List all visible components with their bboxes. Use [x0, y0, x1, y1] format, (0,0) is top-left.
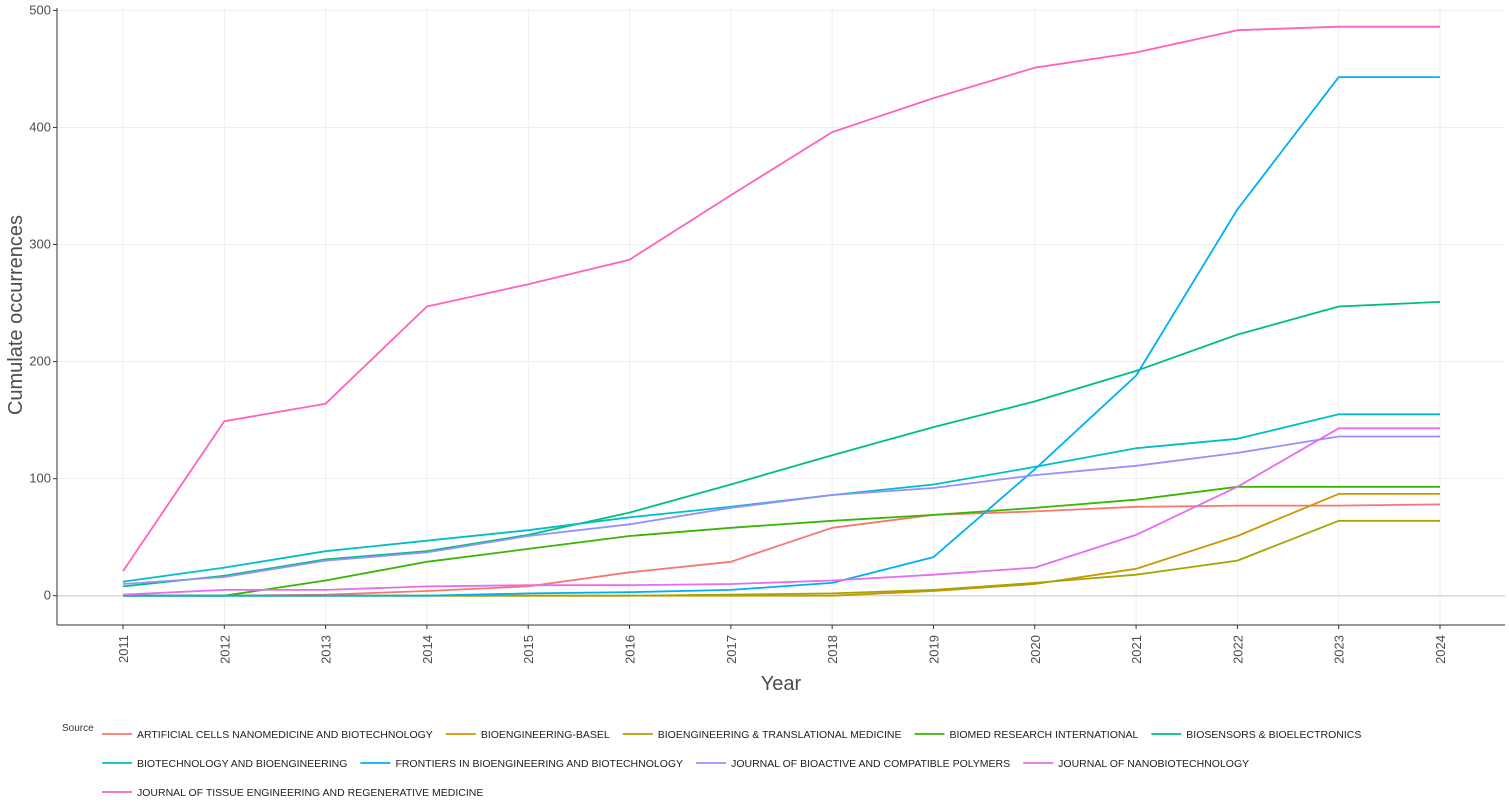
legend-item: BIOTECHNOLOGY AND BIOENGINEERING — [102, 758, 347, 770]
x-tick-label: 2018 — [825, 635, 840, 664]
legend: Source ARTIFICIAL CELLS NANOMEDICINE AND… — [62, 723, 1361, 799]
x-tick-label: 2020 — [1028, 635, 1043, 664]
legend-item: BIOSENSORS & BIOELECTRONICS — [1151, 729, 1361, 741]
x-tick-label: 2017 — [724, 635, 739, 664]
legend-item: BIOMED RESEARCH INTERNATIONAL — [914, 729, 1138, 741]
x-tick-label: 2012 — [217, 635, 232, 664]
legend-item: JOURNAL OF NANOBIOTECHNOLOGY — [1023, 758, 1249, 770]
y-tick-label: 200 — [29, 354, 51, 369]
series-line-6 — [123, 76, 1440, 597]
series-line-3 — [123, 485, 1440, 597]
series-line-2 — [123, 519, 1440, 597]
legend-label: BIOENGINEERING & TRANSLATIONAL MEDICINE — [658, 729, 902, 741]
legend-label: JOURNAL OF BIOACTIVE AND COMPATIBLE POLY… — [731, 758, 1010, 770]
y-tick-label: 100 — [29, 471, 51, 486]
x-tick-label: 2021 — [1129, 635, 1144, 664]
legend-label: JOURNAL OF NANOBIOTECHNOLOGY — [1058, 758, 1249, 770]
series-line-5 — [122, 413, 1440, 583]
x-tick-label: 2016 — [623, 635, 638, 664]
x-tick-label: 2019 — [926, 635, 941, 664]
series-line-0 — [123, 503, 1441, 597]
x-tick-label: 2014 — [420, 635, 435, 664]
legend-label: BIOTECHNOLOGY AND BIOENGINEERING — [137, 758, 347, 770]
series-line-8 — [122, 427, 1440, 596]
legend-item: JOURNAL OF TISSUE ENGINEERING AND REGENE… — [102, 787, 483, 799]
legend-label: ARTIFICIAL CELLS NANOMEDICINE AND BIOTEC… — [137, 729, 433, 741]
y-tick-label: 500 — [29, 2, 51, 17]
y-tick-label: 400 — [29, 119, 51, 134]
y-tick-label: 0 — [44, 588, 51, 603]
series-line-4 — [122, 301, 1441, 588]
x-tick-label: 2022 — [1230, 635, 1245, 664]
series-line-9 — [122, 25, 1440, 572]
axes: 0 100 200 300 400 500 2011 2012 2013 2014 2015 2016… — [29, 2, 1505, 664]
y-tick-label: 300 — [29, 236, 51, 251]
y-axis-title: Cumulate occurrences — [5, 215, 27, 415]
legend-label: BIOSENSORS & BIOELECTRONICS — [1186, 729, 1361, 741]
series-line-7 — [122, 435, 1440, 585]
legend-label: BIOENGINEERING-BASEL — [481, 729, 610, 741]
legend-item: ARTIFICIAL CELLS NANOMEDICINE AND BIOTEC… — [102, 729, 433, 741]
x-tick-label: 2023 — [1332, 635, 1347, 664]
x-tick-label: 2013 — [319, 635, 334, 664]
legend-label: FRONTIERS IN BIOENGINEERING AND BIOTECHN… — [395, 758, 683, 770]
x-tick-label: 2015 — [521, 635, 536, 664]
series-lines — [122, 25, 1441, 597]
legend-item: BIOENGINEERING & TRANSLATIONAL MEDICINE — [622, 729, 902, 741]
legend-item: FRONTIERS IN BIOENGINEERING AND BIOTECHN… — [360, 758, 683, 770]
x-axis-title: Year — [761, 673, 802, 695]
legend-label: BIOMED RESEARCH INTERNATIONAL — [949, 729, 1138, 741]
legend-title: Source — [62, 723, 94, 734]
legend-label: JOURNAL OF TISSUE ENGINEERING AND REGENE… — [137, 787, 483, 799]
legend-item: BIOENGINEERING-BASEL — [445, 729, 610, 741]
gridlines — [57, 8, 1505, 625]
legend-item: JOURNAL OF BIOACTIVE AND COMPATIBLE POLY… — [696, 758, 1010, 770]
x-tick-label: 2011 — [116, 635, 131, 663]
x-tick-label: 2024 — [1433, 635, 1448, 664]
